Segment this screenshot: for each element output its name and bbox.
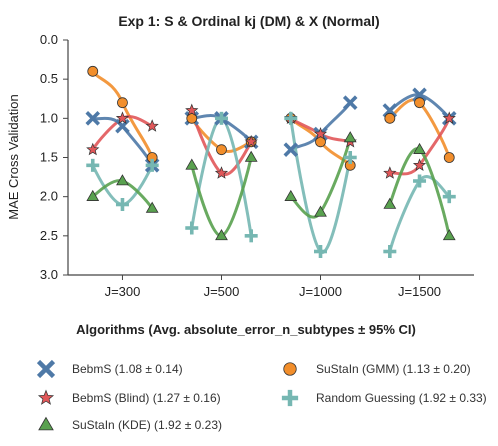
legend-item: Random Guessing (1.92 ± 0.33) xyxy=(281,389,487,407)
series-3-markers xyxy=(86,103,456,179)
y-tick-label: 3.0 xyxy=(40,267,58,282)
data-point xyxy=(86,189,100,201)
data-point xyxy=(244,229,258,243)
y-tick-label: 2.5 xyxy=(40,228,58,243)
legend-item: BebmS (Blind) (1.27 ± 0.16) xyxy=(37,389,221,405)
data-point xyxy=(145,158,159,172)
legend-label: Random Guessing (1.92 ± 0.33) xyxy=(316,391,487,405)
legend-label: SuStaIn (GMM) (1.13 ± 0.20) xyxy=(316,362,471,376)
series-2-markers xyxy=(87,65,455,171)
data-point xyxy=(87,65,99,77)
legend-title: Algorithms (Avg. absolute_error_n_subtyp… xyxy=(76,322,416,337)
data-point xyxy=(284,111,298,125)
data-point xyxy=(413,142,426,154)
data-point xyxy=(115,198,129,211)
data-point xyxy=(216,144,227,156)
data-point xyxy=(145,119,159,132)
y-tick-label: 1.5 xyxy=(40,150,58,165)
legend-item: SuStaIn (KDE) (1.92 ± 0.23) xyxy=(38,416,222,432)
data-point xyxy=(86,142,100,156)
data-point xyxy=(384,112,396,124)
legend-item: BebmS (1.08 ± 0.14) xyxy=(36,359,183,379)
data-point xyxy=(185,103,199,117)
legend-marker xyxy=(38,416,54,431)
data-point xyxy=(145,201,159,213)
legend-marker xyxy=(283,362,297,376)
legend-label: BebmS (1.08 ± 0.14) xyxy=(72,362,183,376)
data-point xyxy=(85,111,101,126)
y-tick-label: 1.0 xyxy=(40,110,58,125)
data-point xyxy=(185,158,199,170)
series-line xyxy=(388,175,451,253)
legend-marker xyxy=(37,389,55,405)
data-point xyxy=(314,205,327,217)
data-point xyxy=(185,221,199,235)
y-axis: 0.0 0.5 1.0 1.5 2.0 2.5 3.0 xyxy=(40,32,69,282)
data-point xyxy=(382,103,398,118)
legend: BebmS (1.08 ± 0.14) SuStaIn (GMM) (1.13 ±… xyxy=(36,359,487,432)
legend-marker xyxy=(36,359,56,379)
data-point xyxy=(413,174,427,188)
data-point xyxy=(442,190,456,204)
y-tick-label: 0.5 xyxy=(40,71,58,86)
data-point xyxy=(342,95,358,110)
data-point xyxy=(214,166,229,179)
data-point xyxy=(283,142,299,157)
data-point xyxy=(244,134,258,148)
series-5-markers xyxy=(86,131,456,241)
legend-label: SuStaIn (KDE) (1.92 ± 0.23) xyxy=(72,418,222,432)
data-point xyxy=(343,151,357,164)
data-point xyxy=(443,152,455,163)
data-point xyxy=(383,197,397,209)
y-axis-label: MAE Cross Validation xyxy=(6,94,21,219)
x-tick-label: J=1000 xyxy=(299,284,342,299)
data-point xyxy=(215,229,228,241)
data-point xyxy=(284,189,298,201)
x-tick-label: J=300 xyxy=(105,284,141,299)
chart-title: Exp 1: S & Ordinal kj (DM) & X (Normal) xyxy=(118,13,379,29)
x-axis: J=300 J=500 J=1000 J=1500 xyxy=(68,274,474,299)
data-point xyxy=(442,229,456,241)
data-point xyxy=(117,97,128,109)
data-point xyxy=(412,87,427,103)
data-point xyxy=(115,118,130,134)
x-tick-label: J=1500 xyxy=(398,284,441,299)
series-5 xyxy=(91,136,451,238)
data-point xyxy=(86,158,100,172)
series-4-markers xyxy=(86,111,456,258)
data-point xyxy=(214,111,228,125)
data-point xyxy=(414,97,425,109)
y-tick-label: 2.0 xyxy=(40,189,58,204)
series-line xyxy=(91,115,154,152)
data-point xyxy=(383,166,397,179)
data-point xyxy=(314,245,328,258)
legend-label: BebmS (Blind) (1.27 ± 0.16) xyxy=(72,391,221,405)
x-tick-label: J=500 xyxy=(204,284,240,299)
legend-marker xyxy=(281,389,299,407)
data-point xyxy=(115,111,130,124)
data-point xyxy=(412,158,427,171)
series-2 xyxy=(91,69,451,167)
legend-item: SuStaIn (GMM) (1.13 ± 0.20) xyxy=(283,362,471,376)
data-point xyxy=(244,150,258,162)
series-1-markers xyxy=(85,87,457,173)
data-point xyxy=(343,131,357,143)
series-layer xyxy=(85,65,457,258)
data-point xyxy=(442,111,456,124)
data-point xyxy=(383,245,397,258)
data-point xyxy=(313,127,328,140)
y-tick-label: 0.0 xyxy=(40,32,58,47)
data-point xyxy=(116,174,129,186)
